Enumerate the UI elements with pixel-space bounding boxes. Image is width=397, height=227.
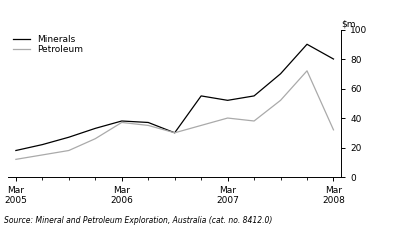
Legend: Minerals, Petroleum: Minerals, Petroleum [12, 34, 84, 55]
Line: Minerals: Minerals [16, 44, 333, 151]
Minerals [119, 120, 124, 122]
Petroleum [13, 158, 18, 161]
Petroleum [304, 69, 309, 72]
Petroleum [199, 124, 204, 127]
Line: Petroleum: Petroleum [16, 71, 333, 159]
Minerals [40, 143, 45, 146]
Petroleum [93, 137, 98, 140]
Minerals [66, 136, 71, 138]
Minerals [304, 43, 309, 46]
Petroleum [225, 117, 230, 119]
Minerals [278, 72, 283, 75]
Minerals [13, 149, 18, 152]
Minerals [146, 121, 150, 124]
Minerals [252, 94, 256, 97]
Petroleum [331, 128, 336, 131]
Text: $m: $m [341, 19, 356, 28]
Minerals [331, 58, 336, 60]
Minerals [93, 127, 98, 130]
Minerals [199, 94, 204, 97]
Petroleum [278, 99, 283, 102]
Petroleum [252, 120, 256, 122]
Petroleum [66, 149, 71, 152]
Petroleum [40, 153, 45, 156]
Minerals [172, 131, 177, 134]
Minerals [225, 99, 230, 102]
Petroleum [119, 121, 124, 124]
Text: Source: Mineral and Petroleum Exploration, Australia (cat. no. 8412.0): Source: Mineral and Petroleum Exploratio… [4, 216, 272, 225]
Petroleum [146, 124, 150, 127]
Petroleum [172, 131, 177, 134]
